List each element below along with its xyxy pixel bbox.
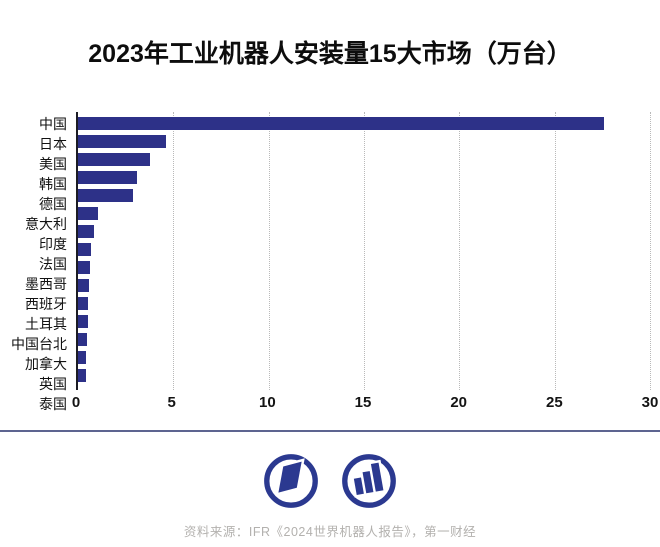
category-label: 德国 <box>39 196 67 212</box>
x-tick-label: 0 <box>71 394 81 411</box>
x-tick-label: 25 <box>545 394 563 411</box>
bar-row <box>78 330 650 348</box>
bar-土耳其 <box>78 296 89 310</box>
yicai-newspaper-logo-icon <box>264 454 318 508</box>
bar-墨西哥 <box>78 260 90 274</box>
gridline-30 <box>650 112 651 390</box>
bar-row <box>78 114 650 132</box>
bar-row <box>78 348 650 366</box>
category-label: 中国台北 <box>11 336 67 352</box>
bar-泰国 <box>78 368 86 382</box>
bar-row <box>78 366 650 384</box>
bar-row <box>78 312 650 330</box>
bar-美国 <box>78 152 151 166</box>
bar-row <box>78 186 650 204</box>
category-label: 加拿大 <box>25 356 67 372</box>
bar-chart: 中国日本美国韩国德国意大利印度法国墨西哥西班牙土耳其中国台北加拿大英国泰国 <box>0 112 660 412</box>
y-axis-labels: 中国日本美国韩国德国意大利印度法国墨西哥西班牙土耳其中国台北加拿大英国泰国 <box>0 112 76 412</box>
footer-logos <box>0 450 660 512</box>
bar-row <box>78 294 650 312</box>
bar-中国 <box>78 116 605 130</box>
bar-row <box>78 132 650 150</box>
gridline-15 <box>364 112 365 390</box>
bar-row <box>78 240 650 258</box>
x-tick-label: 10 <box>258 394 276 411</box>
category-label: 日本 <box>39 136 67 152</box>
category-label: 土耳其 <box>25 316 67 332</box>
bar-日本 <box>78 134 166 148</box>
x-tick-label: 20 <box>450 394 467 411</box>
category-label: 法国 <box>39 256 67 272</box>
category-label: 中国 <box>39 116 67 132</box>
category-label: 西班牙 <box>25 296 67 312</box>
bar-rows <box>78 114 650 384</box>
separator-line <box>0 430 660 432</box>
bar-西班牙 <box>78 278 89 292</box>
bar-row <box>78 222 650 240</box>
gridline-10 <box>268 112 270 390</box>
category-label: 韩国 <box>39 176 67 192</box>
bar-row <box>78 258 650 276</box>
bar-英国 <box>78 350 87 364</box>
bar-德国 <box>78 188 134 202</box>
chart-title: 2023年工业机器人安装量15大市场（万台） <box>88 40 572 68</box>
yicai-bars-logo-icon <box>342 454 396 508</box>
source-note: 资料来源：IFR《2024世界机器人报告》，第一财经 <box>183 525 477 539</box>
x-tick-label: 15 <box>354 394 372 411</box>
bar-加拿大 <box>78 332 88 346</box>
category-label: 泰国 <box>39 396 67 412</box>
x-tick-label: 5 <box>167 394 176 411</box>
category-label: 意大利 <box>25 216 67 232</box>
gridline-20 <box>459 112 461 390</box>
x-tick-label: 30 <box>641 394 659 411</box>
plot-area <box>76 112 651 390</box>
x-axis: 0 5 10 15 20 25 30 <box>72 394 659 416</box>
bar-row <box>78 168 650 186</box>
bar-法国 <box>78 242 92 256</box>
gridline-5 <box>173 112 175 390</box>
category-label: 墨西哥 <box>25 276 67 292</box>
gridline-25 <box>554 112 556 390</box>
bar-中国台北 <box>78 314 88 328</box>
bar-韩国 <box>78 170 138 184</box>
category-label: 英国 <box>39 376 67 392</box>
bar-row <box>78 150 650 168</box>
bar-row <box>78 276 650 294</box>
bar-印度 <box>78 224 95 238</box>
bar-row <box>78 204 650 222</box>
bar-意大利 <box>78 206 99 220</box>
category-label: 美国 <box>39 156 67 172</box>
category-label: 印度 <box>39 236 67 252</box>
